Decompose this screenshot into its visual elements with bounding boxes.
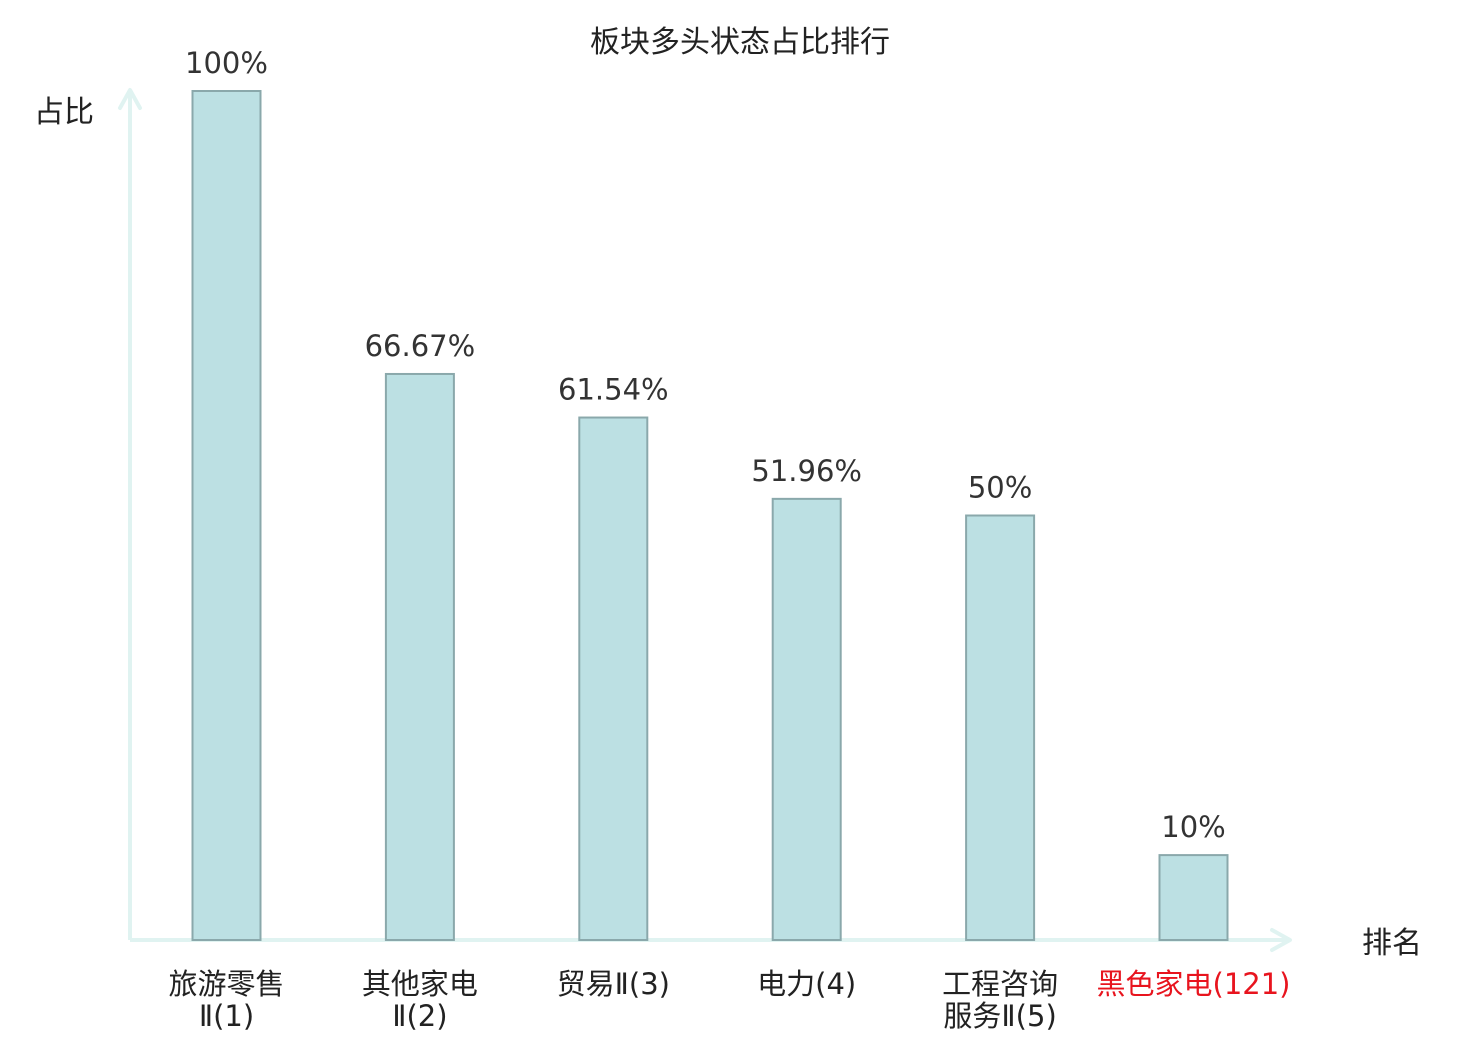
tick-label: 电力(4) [757,967,856,1001]
value-labels: 100% 66.67% 61.54% 51.96% 50% 10% [185,46,1226,844]
x-axis-label: 排名 [1362,926,1422,961]
y-axis-arrow-icon [118,88,142,110]
tick-label-line: 工程咨询 [942,967,1058,1001]
y-axis-label: 占比 [34,95,94,130]
tick-label-line: 其他家电 [362,967,478,1001]
bars [191,90,1229,942]
tick-label: 贸易Ⅱ(3) [557,967,670,1001]
data-label: 61.54% [558,373,669,407]
x-axis-arrow-icon [1270,928,1292,952]
tick-label-line: 旅游零售 [168,967,284,1001]
tick-label: 工程咨询服务Ⅱ(5) [942,967,1058,1033]
tick-label: 旅游零售 Ⅱ(1) [168,967,284,1033]
tick-label-line: 黑色家电(121) [1097,967,1291,1001]
bar [191,90,262,941]
chart-title: 板块多头状态占比排行 [590,25,890,60]
tick-label: 其他家电 Ⅱ(2) [362,967,478,1033]
data-label: 100% [185,46,268,80]
tick-label: 黑色家电(121) [1097,967,1291,1001]
tick-label-line: Ⅱ(2) [392,999,447,1033]
bar [771,497,842,941]
tick-label-line: 服务Ⅱ(5) [943,999,1056,1033]
bar [578,416,649,941]
bar [1158,854,1229,941]
bar [384,372,455,942]
data-label: 51.96% [751,454,862,488]
data-label: 10% [1161,810,1225,844]
data-label: 50% [968,471,1032,505]
bar [965,514,1036,941]
tick-label-line: 电力(4) [757,967,856,1001]
tick-label-line: Ⅱ(1) [199,999,254,1033]
category-labels: 旅游零售 Ⅱ(1) 其他家电 Ⅱ(2) 贸易Ⅱ(3) 电力(4) 工程咨询服务Ⅱ(5) 黑色家… [168,967,1290,1033]
data-label: 66.67% [365,329,476,363]
tick-label-line: 贸易Ⅱ(3) [557,967,670,1001]
axes [118,88,1292,952]
